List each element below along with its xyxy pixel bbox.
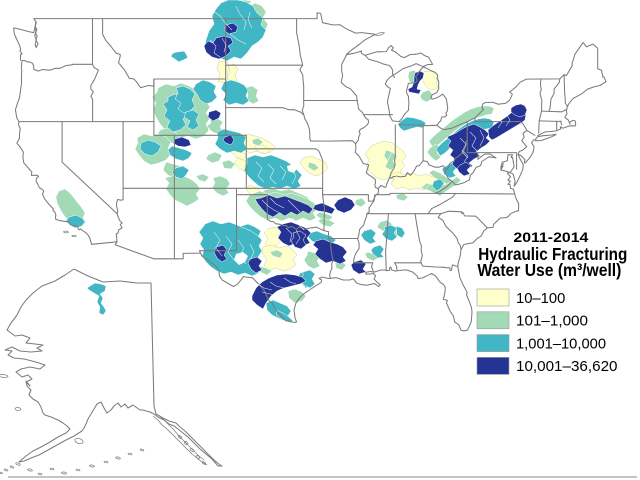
svg-text:Hydraulic Fracturing: Hydraulic Fracturing xyxy=(478,244,627,264)
svg-text:1,001–10,000: 1,001–10,000 xyxy=(516,336,606,352)
svg-text:2011-2014: 2011-2014 xyxy=(513,229,588,245)
svg-text:Water Use (m³/well): Water Use (m³/well) xyxy=(477,260,621,280)
svg-text:101–1,000: 101–1,000 xyxy=(516,314,588,330)
svg-text:10–100: 10–100 xyxy=(516,291,565,307)
svg-text:10,001–36,620: 10,001–36,620 xyxy=(516,359,618,375)
